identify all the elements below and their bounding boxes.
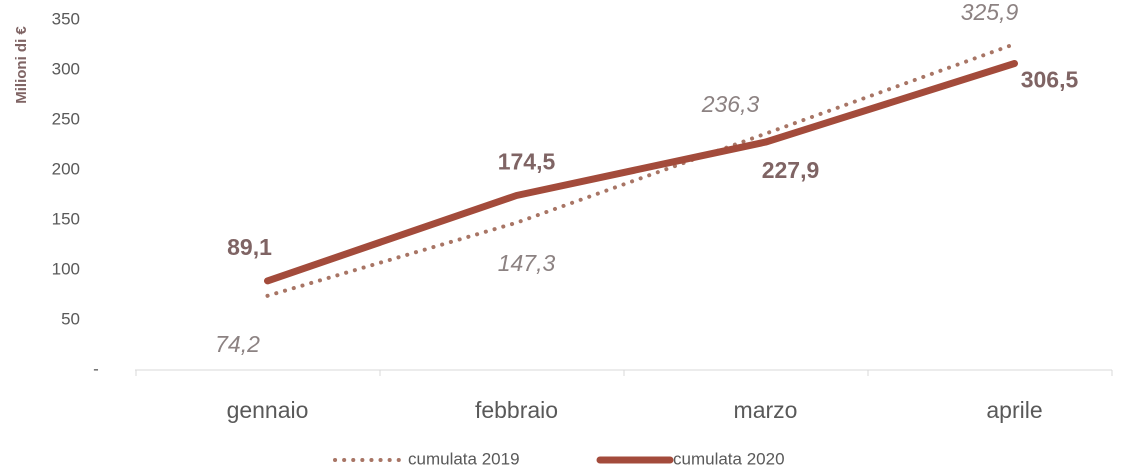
- x-tick-label: febbraio: [475, 397, 558, 423]
- x-tick-label: gennaio: [227, 397, 309, 423]
- y-tick-label: 50: [61, 309, 80, 328]
- y-tick-label: 250: [52, 109, 80, 128]
- y-tick-label: 350: [52, 9, 80, 28]
- x-tick-label: marzo: [734, 397, 798, 423]
- series-line: [264, 60, 1018, 285]
- y-tick-label: 200: [52, 159, 80, 178]
- y-tick-label: 300: [52, 59, 80, 78]
- y-tick-label: 100: [52, 259, 80, 278]
- data-label: 174,5: [498, 149, 556, 175]
- data-label: 325,9: [961, 0, 1019, 25]
- y-tick-label: -: [93, 359, 99, 378]
- data-label: 306,5: [1021, 67, 1079, 93]
- x-tick-label: aprile: [986, 397, 1042, 423]
- series-line: [265, 42, 1017, 298]
- y-tick-label: 150: [52, 209, 80, 228]
- data-label: 89,1: [227, 234, 272, 260]
- legend-label: cumulata 2020: [673, 449, 785, 468]
- data-label: 147,3: [498, 250, 556, 276]
- data-label: 227,9: [762, 157, 820, 183]
- y-axis-label: Milioni di €: [13, 26, 30, 104]
- legend-label: cumulata 2019: [408, 449, 520, 468]
- data-label: 236,3: [701, 91, 760, 117]
- data-label: 74,2: [215, 331, 260, 357]
